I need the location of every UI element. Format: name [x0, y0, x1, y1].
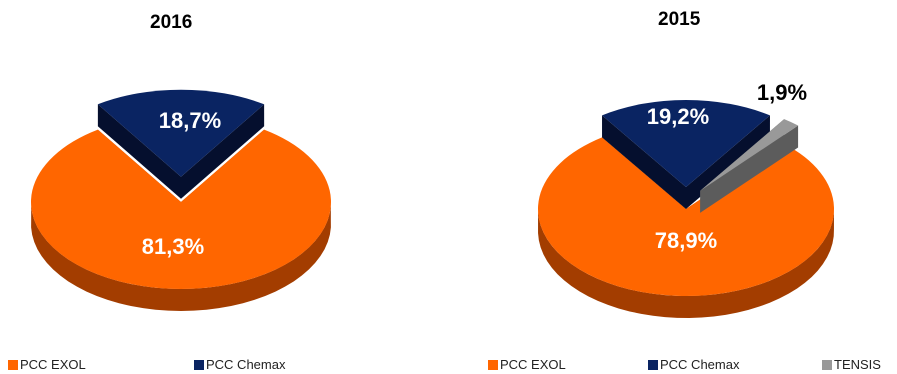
slice-top: [700, 119, 799, 191]
legend-swatch: [822, 359, 832, 370]
slice-top: [602, 100, 770, 187]
legend-item: TENSIS: [822, 357, 881, 372]
pie-chart-2015: 78,9% 19,2% 1,9%: [538, 80, 834, 318]
data-label: 78,9%: [655, 228, 717, 253]
slice-wall: [97, 104, 181, 199]
legend-swatch: [8, 359, 18, 370]
legend-swatch: [488, 359, 498, 370]
slice-top: [538, 137, 834, 296]
legend-label: PCC EXOL: [500, 357, 566, 372]
legend-item: PCC Chemax: [648, 357, 739, 372]
pie-slice-tensis: [700, 119, 799, 213]
slice-wall: [602, 115, 686, 209]
legend-item: PCC EXOL: [8, 357, 86, 372]
chart-title: 2015: [658, 9, 701, 30]
slice-wall: [700, 125, 799, 213]
data-label: 1,9%: [757, 80, 807, 105]
data-label: 18,7%: [159, 108, 221, 133]
legend-label: PCC Chemax: [660, 357, 740, 372]
data-label: 19,2%: [647, 104, 709, 129]
chart-title: 2016: [150, 12, 193, 33]
slice-top: [31, 129, 332, 290]
legend-label: TENSIS: [834, 357, 881, 372]
legend-swatch: [194, 359, 204, 370]
slice-side: [538, 207, 834, 318]
pie-slice-pcc-exol: [538, 137, 834, 318]
pie-slice-pcc-exol: [31, 129, 332, 311]
chart-2016: 2016 81,3% 18,7% PCC EXOL PCC Chemax: [0, 0, 440, 374]
slice-side: [31, 197, 331, 311]
data-label: 81,3%: [142, 234, 204, 259]
legend-label: PCC EXOL: [20, 357, 86, 372]
legend-item: PCC EXOL: [488, 357, 566, 372]
pie-chart-2016: 81,3% 18,7%: [31, 89, 332, 311]
legend-swatch: [648, 359, 658, 370]
slice-top: [97, 89, 265, 177]
slice-wall: [181, 104, 265, 199]
pie-slice-pcc-chemax: [97, 89, 265, 199]
legend-item: PCC Chemax: [194, 357, 285, 372]
legend-label: PCC Chemax: [206, 357, 286, 372]
legend-2015: PCC EXOL PCC Chemax TENSIS: [450, 357, 897, 373]
legend-2016: PCC EXOL PCC Chemax: [0, 357, 440, 373]
chart-2015: 2015 78,9% 19,2% 1,9% PCC EXOL PCC Chemax TE…: [450, 0, 897, 374]
